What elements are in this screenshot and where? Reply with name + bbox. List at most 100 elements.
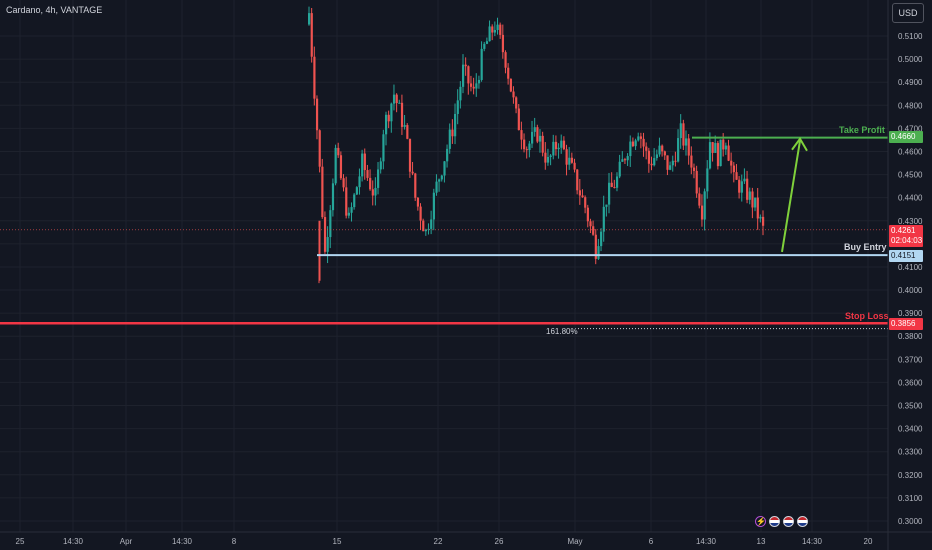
candle-body bbox=[499, 24, 502, 35]
candle-body bbox=[716, 143, 720, 167]
candle-body bbox=[562, 140, 566, 150]
y-tick-label: 0.3400 bbox=[898, 425, 923, 434]
candle-body bbox=[363, 153, 366, 171]
y-tick-label: 0.3300 bbox=[898, 448, 923, 457]
candle-body bbox=[655, 154, 659, 159]
time-axis[interactable]: 25 14:30 Apr 14:30 8 15 22 26 May 6 14:30 13 14:30 20 bbox=[0, 531, 932, 546]
candle-body bbox=[454, 113, 457, 137]
candle-body bbox=[377, 169, 380, 188]
candle-body bbox=[459, 86, 462, 101]
candle-body bbox=[762, 216, 765, 226]
candle-body bbox=[501, 34, 505, 53]
y-tick-label: 0.4300 bbox=[898, 217, 923, 226]
candle-body bbox=[355, 187, 358, 195]
candle-body bbox=[581, 195, 584, 198]
candle-body bbox=[600, 231, 603, 247]
candle-body bbox=[554, 141, 558, 150]
candle-body bbox=[623, 159, 627, 161]
candle-body bbox=[472, 86, 475, 89]
candle-body bbox=[469, 83, 473, 87]
candle-body bbox=[565, 149, 568, 165]
candle-body bbox=[544, 152, 547, 163]
candle-body bbox=[666, 155, 669, 170]
candle-body bbox=[515, 97, 518, 109]
candle-body bbox=[687, 138, 690, 156]
candle-body bbox=[711, 142, 714, 153]
candle-body bbox=[661, 145, 664, 152]
price-axis[interactable]: 0.5100 0.5000 0.4900 0.4800 0.4700 0.4600 0.45… bbox=[887, 0, 923, 550]
candle-body bbox=[313, 56, 316, 99]
level-lines bbox=[0, 136, 888, 330]
candle-body bbox=[337, 147, 340, 156]
candle-body bbox=[692, 167, 696, 171]
stop-loss-price-tag: 0.3856 bbox=[889, 318, 923, 330]
candle-body bbox=[592, 226, 595, 235]
candle-body bbox=[639, 136, 643, 139]
x-tick-label: 14:30 bbox=[63, 537, 84, 546]
candle-body bbox=[517, 108, 520, 131]
candle-body bbox=[416, 197, 420, 207]
candle-body bbox=[722, 139, 725, 150]
candle-body bbox=[329, 210, 332, 238]
us-flag-icon[interactable] bbox=[769, 516, 780, 527]
candle-body bbox=[361, 153, 364, 177]
candle-body bbox=[538, 135, 542, 142]
candle-body bbox=[358, 176, 361, 188]
candle-body bbox=[493, 30, 497, 33]
candle-body bbox=[480, 48, 483, 80]
currency-button[interactable]: USD bbox=[892, 3, 924, 23]
candle-body bbox=[637, 136, 640, 141]
candle-body bbox=[446, 148, 449, 162]
candle-body bbox=[440, 175, 443, 180]
candle-body bbox=[438, 179, 441, 182]
us-flag-icon[interactable] bbox=[783, 516, 794, 527]
candle-body bbox=[626, 156, 629, 161]
symbol-title: Cardano, 4h, VANTAGE bbox=[6, 5, 103, 15]
candle-body bbox=[403, 125, 406, 127]
candle-body bbox=[369, 177, 372, 190]
candle-body bbox=[528, 143, 531, 151]
candle-body bbox=[605, 204, 608, 207]
candle-body bbox=[448, 129, 451, 149]
candle-body bbox=[727, 145, 730, 161]
candle-body bbox=[594, 234, 597, 259]
y-tick-label: 0.3000 bbox=[898, 517, 923, 526]
event-icons: ⚡ bbox=[755, 516, 808, 527]
us-flag-icon[interactable] bbox=[797, 516, 808, 527]
candle-body bbox=[740, 181, 743, 193]
lightning-icon[interactable]: ⚡ bbox=[755, 516, 766, 527]
x-tick-label: 15 bbox=[333, 537, 342, 546]
candle-body bbox=[467, 66, 470, 84]
candle-body bbox=[424, 229, 428, 232]
candle-body bbox=[724, 145, 728, 150]
x-tick-label: 8 bbox=[232, 537, 237, 546]
candle-body bbox=[658, 145, 661, 155]
y-tick-label: 0.3100 bbox=[898, 494, 923, 503]
candle-body bbox=[541, 135, 544, 153]
candle-body bbox=[719, 139, 722, 167]
candle-body bbox=[390, 103, 393, 122]
candle-body bbox=[483, 43, 486, 49]
y-tick-label: 0.3800 bbox=[898, 332, 923, 341]
candle-body bbox=[730, 160, 733, 166]
candle-body bbox=[756, 197, 759, 219]
candle-body bbox=[308, 13, 311, 25]
candle-body bbox=[746, 178, 749, 200]
candle-body bbox=[674, 160, 677, 162]
candle-body bbox=[573, 162, 576, 170]
take-profit-price-tag: 0.4660 bbox=[889, 131, 923, 143]
candle-body bbox=[427, 228, 430, 230]
x-tick-label: 26 bbox=[495, 537, 504, 546]
candle-body bbox=[613, 186, 616, 188]
candle-body bbox=[456, 100, 459, 114]
candle-body bbox=[698, 193, 701, 206]
candle-body bbox=[610, 182, 613, 187]
candle-body bbox=[669, 165, 672, 170]
candle-body bbox=[533, 127, 536, 132]
candle-body bbox=[685, 138, 688, 146]
y-tick-label: 0.3700 bbox=[898, 355, 923, 364]
candle-body bbox=[703, 191, 706, 220]
candle-body bbox=[392, 94, 396, 104]
y-tick-label: 0.5100 bbox=[898, 32, 923, 41]
